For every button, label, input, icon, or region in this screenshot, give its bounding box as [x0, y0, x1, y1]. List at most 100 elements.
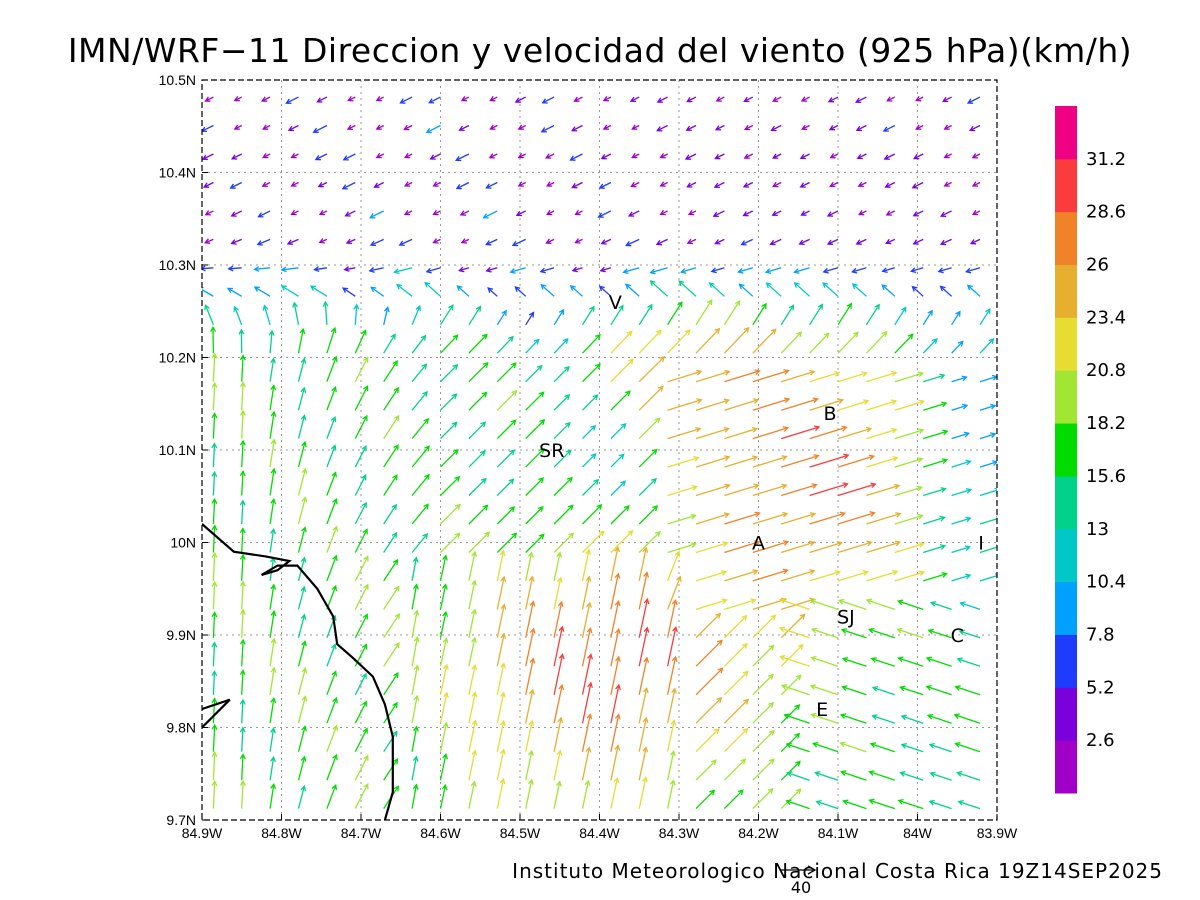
- wind-vector-head: [422, 532, 429, 540]
- wind-vector: [837, 302, 853, 326]
- wind-vector: [297, 784, 307, 809]
- wind-vector-head: [262, 304, 269, 311]
- wind-vector-head: [630, 181, 637, 188]
- wind-vector-shaft: [212, 553, 216, 581]
- wind-vector-shaft: [261, 96, 271, 102]
- wind-vector-head: [782, 511, 789, 518]
- wind-vector-head: [301, 666, 308, 674]
- wind-vector-head: [330, 415, 337, 423]
- wind-vector: [440, 503, 461, 525]
- wind-vector-shaft: [744, 153, 754, 159]
- wind-vector: [326, 584, 338, 610]
- wind-vector: [724, 598, 757, 611]
- wind-vector: [894, 513, 924, 525]
- wind-vector: [695, 759, 717, 781]
- wind-vector-head: [390, 333, 396, 340]
- wind-vector-head: [595, 363, 601, 370]
- wind-vector: [979, 374, 997, 383]
- wind-vector: [468, 391, 488, 411]
- wind-vector-head: [771, 210, 778, 217]
- wind-vector-head: [585, 575, 592, 582]
- wind-vector: [923, 515, 946, 525]
- wind-vector-head: [546, 181, 553, 187]
- wind-vector-head: [454, 155, 462, 162]
- colorbar-segment: [1055, 687, 1077, 741]
- wind-vector-shaft: [638, 386, 664, 411]
- wind-vector: [261, 124, 271, 130]
- wind-vector-shaft: [346, 238, 356, 244]
- wind-vector-shaft: [894, 307, 907, 326]
- wind-vector: [799, 153, 810, 160]
- colorbar: 2.65.27.810.41315.618.220.823.42628.631.…: [1055, 106, 1126, 794]
- wind-vector-shaft: [269, 412, 275, 439]
- wind-vector-shaft: [866, 599, 896, 611]
- wind-vector-shaft: [787, 772, 810, 781]
- wind-vector-head: [392, 701, 398, 709]
- wind-vector-shaft: [553, 577, 562, 610]
- wind-vector-shaft: [553, 338, 569, 354]
- wind-vector: [923, 458, 948, 468]
- wind-vector-shaft: [257, 238, 271, 246]
- wind-vector-head: [714, 327, 721, 334]
- wind-vector: [742, 181, 754, 188]
- wind-vector-head: [857, 181, 864, 188]
- wind-vector: [574, 238, 583, 244]
- wind-vector: [610, 422, 627, 440]
- wind-vector-head: [300, 414, 307, 421]
- wind-vector-shaft: [898, 799, 924, 810]
- wind-vector-shaft: [801, 124, 810, 130]
- wind-vector: [927, 628, 952, 639]
- wind-vector-head: [424, 473, 430, 480]
- wind-vector: [850, 267, 867, 274]
- wind-vector-shaft: [281, 285, 299, 297]
- wind-vector: [695, 696, 723, 724]
- wind-vector-shaft: [724, 399, 759, 411]
- wind-vector-shaft: [827, 210, 839, 217]
- wind-vector-shaft: [496, 506, 515, 525]
- wind-vector: [638, 355, 666, 383]
- wind-vector-shaft: [810, 685, 839, 696]
- wind-vector: [781, 483, 818, 497]
- wind-vector: [785, 799, 810, 810]
- wind-vector: [678, 280, 697, 297]
- wind-vector-shaft: [512, 238, 526, 246]
- wind-vector-head: [655, 239, 663, 246]
- wind-vector: [496, 549, 506, 582]
- wind-vector: [440, 393, 458, 411]
- wind-vector: [553, 600, 564, 638]
- y-tick-label: 10.3N: [159, 257, 196, 273]
- wind-vector-shaft: [667, 543, 696, 554]
- wind-vector: [695, 612, 722, 639]
- wind-vector-head: [691, 484, 698, 491]
- wind-vector-head: [939, 211, 947, 217]
- wind-vector-head: [965, 267, 972, 274]
- wind-vector: [915, 96, 924, 102]
- colorbar-label: 10.4: [1086, 572, 1126, 593]
- wind-vector-head: [211, 580, 218, 587]
- wind-vector-shaft: [525, 601, 534, 638]
- wind-vector-shaft: [326, 725, 338, 752]
- wind-vector-head: [841, 685, 848, 691]
- wind-vector-head: [313, 266, 320, 273]
- wind-vector: [496, 777, 506, 809]
- wind-vector: [667, 513, 697, 525]
- wind-vector-head: [511, 390, 518, 396]
- coastline-path: [202, 523, 394, 820]
- wind-vector: [951, 516, 972, 525]
- wind-vector-shaft: [383, 642, 400, 667]
- wind-vector: [828, 124, 839, 131]
- wind-vector-shaft: [827, 238, 839, 245]
- wind-vector-shaft: [496, 633, 505, 667]
- wind-vector: [781, 425, 821, 440]
- wind-vector-shaft: [638, 505, 658, 525]
- wind-vector: [496, 603, 507, 638]
- wind-vector-shaft: [370, 210, 384, 219]
- wind-vector: [525, 477, 545, 496]
- wind-vector-head: [517, 152, 524, 159]
- wind-vector: [737, 267, 753, 274]
- wind-vector-shaft: [695, 484, 730, 497]
- wind-vector-shaft: [857, 153, 867, 159]
- wind-vector: [826, 238, 839, 245]
- wind-vector-shaft: [496, 310, 507, 326]
- wind-vector: [666, 575, 682, 610]
